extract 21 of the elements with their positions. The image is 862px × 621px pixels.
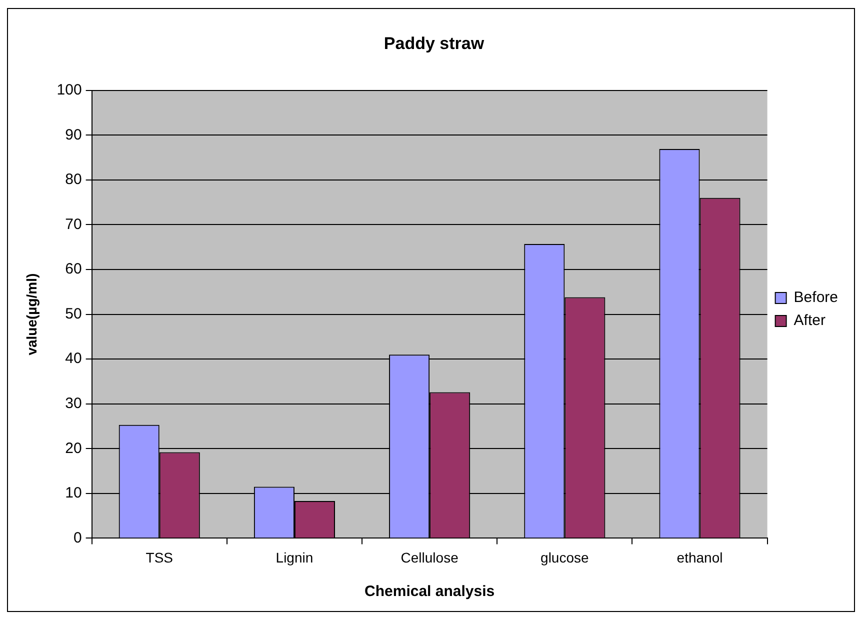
y-tick-label: 40 — [65, 350, 82, 368]
x-tick-label: glucose — [540, 549, 589, 566]
y-tick-label: 10 — [65, 484, 82, 502]
y-tick-label: 20 — [65, 440, 82, 457]
y-tick-label: 0 — [73, 529, 82, 546]
y-tick-label: 90 — [65, 126, 82, 144]
x-tick-label: Cellulose — [400, 549, 459, 566]
x-tick-label: TSS — [146, 549, 173, 566]
y-axis-title: value(µg/ml) — [23, 273, 40, 356]
y-tick-label: 30 — [65, 395, 82, 412]
y-tick-label: 50 — [65, 305, 82, 322]
x-axis-title: Chemical analysis — [364, 583, 495, 600]
y-tick-label: 100 — [56, 82, 82, 99]
legend-label: After — [794, 312, 826, 330]
chart-title: Paddy straw — [384, 34, 485, 53]
y-tick-label: 60 — [65, 260, 82, 278]
legend-label: Before — [794, 289, 838, 306]
x-tick-label: ethanol — [676, 549, 723, 566]
y-tick-label: 70 — [65, 216, 82, 233]
x-tick-label: Lignin — [276, 549, 314, 566]
y-tick-label: 80 — [65, 171, 82, 188]
